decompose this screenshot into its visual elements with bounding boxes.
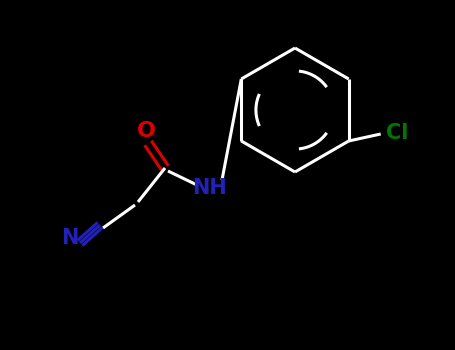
Text: Cl: Cl — [386, 123, 408, 143]
Text: N: N — [61, 228, 79, 248]
Text: O: O — [136, 121, 156, 141]
Text: NH: NH — [192, 178, 228, 198]
